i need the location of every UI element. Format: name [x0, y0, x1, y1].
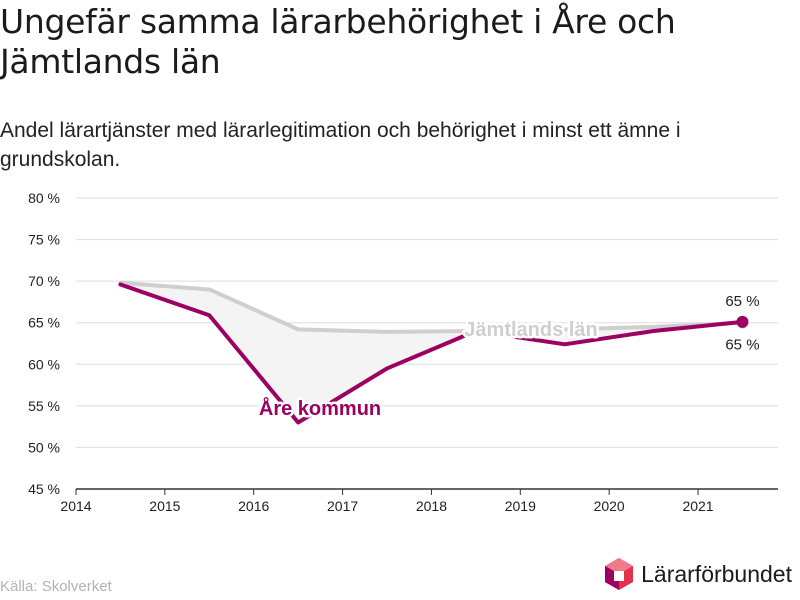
- lararforbundet-logo: Lärarförbundet: [603, 557, 792, 591]
- difference-fill: [120, 282, 743, 423]
- y-tick-label: 70 %: [28, 273, 60, 289]
- x-tick-label: 2014: [60, 498, 91, 514]
- chart-subtitle: Andel lärartjänster med lärarlegitimatio…: [0, 119, 681, 171]
- jamtland-line: [118, 280, 745, 334]
- difference-area: [120, 282, 743, 423]
- y-tick-label: 60 %: [28, 356, 60, 372]
- x-tick-label: 2021: [682, 498, 713, 514]
- are-series-label: Åre kommun: [259, 396, 381, 420]
- x-tick-label: 2019: [505, 498, 536, 514]
- brand-name: Lärarförbundet: [641, 560, 792, 587]
- y-tick-label: 55 %: [28, 398, 60, 414]
- y-axis-labels: 45 % 50 % 55 % 60 % 65 % 70 % 75 % 80 %: [28, 190, 60, 497]
- x-tick-label: 2016: [238, 498, 269, 514]
- y-tick-label: 65 %: [28, 315, 60, 331]
- x-tick-label: 2017: [327, 498, 358, 514]
- x-tick-label: 2020: [594, 498, 625, 514]
- are-line: [118, 282, 745, 425]
- jamtland-series-label: Jämtlands län: [464, 319, 597, 341]
- are-end-point: [736, 315, 749, 328]
- source-note: Källa: Skolverket: [0, 578, 112, 595]
- jamtland-end-value-label: 65 %: [725, 337, 759, 354]
- x-tick-label: 2015: [149, 498, 180, 514]
- series-lines: [118, 280, 749, 425]
- x-axis: [75, 488, 778, 495]
- lararforbundet-logo-mark: [605, 558, 634, 590]
- x-axis-labels: 2014 2015 2016 2017 2018 2019 2020 2021: [60, 498, 713, 514]
- gridlines: [76, 197, 778, 448]
- y-tick-label: 80 %: [28, 190, 60, 206]
- y-tick-label: 75 %: [28, 232, 60, 248]
- y-tick-label: 50 %: [28, 439, 60, 455]
- y-tick-label: 45 %: [28, 481, 60, 497]
- chart-title: Ungefär samma lärarbehörighet i Åre och …: [0, 2, 676, 81]
- x-tick-label: 2018: [416, 498, 447, 514]
- are-end-value-label: 65 %: [725, 293, 759, 310]
- series-labels: Jämtlands län Åre kommun 65 % 65 %: [256, 293, 759, 423]
